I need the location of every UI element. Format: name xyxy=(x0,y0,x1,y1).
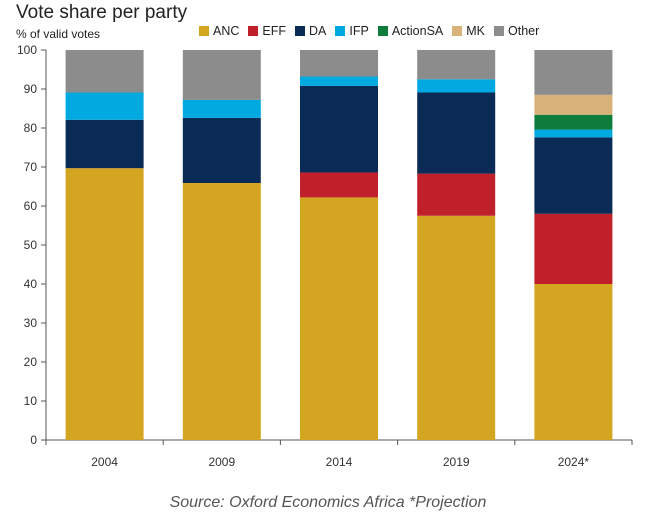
legend-item-anc: ANC xyxy=(199,24,239,38)
bar-da-2004 xyxy=(65,119,144,169)
y-tick-label: 100 xyxy=(17,43,37,57)
bar-eff-2014 xyxy=(300,172,378,198)
chart-title: Vote share per party xyxy=(16,2,188,23)
legend-item-actionsa: ActionSA xyxy=(377,24,444,38)
bar-eff-2024 xyxy=(534,213,613,284)
y-tick-label: 40 xyxy=(24,277,38,291)
x-tick-label: 2004 xyxy=(91,455,118,469)
source-note: Source: Oxford Economics Africa *Project… xyxy=(169,494,487,511)
y-tick-label: 30 xyxy=(24,316,38,330)
legend-swatch xyxy=(248,26,259,36)
legend-label: ActionSA xyxy=(391,24,444,38)
bar-other-2024 xyxy=(534,50,613,95)
bar-other-2014 xyxy=(300,50,378,77)
legend-swatch xyxy=(295,26,306,36)
x-tick-label: 2009 xyxy=(208,455,235,469)
y-tick-label: 90 xyxy=(24,82,38,96)
legend-swatch xyxy=(452,26,463,36)
bar-ifp-2014 xyxy=(300,76,378,86)
bar-other-2004 xyxy=(65,50,144,93)
bar-mk-2024 xyxy=(534,94,613,115)
legend-swatch xyxy=(494,26,505,36)
bar-anc-2009 xyxy=(182,182,261,441)
legend-label: EFF xyxy=(262,24,287,38)
bar-anc-2004 xyxy=(65,168,144,441)
y-tick-label: 0 xyxy=(30,433,37,447)
legend-label: ANC xyxy=(213,24,240,38)
legend-label: Other xyxy=(508,24,540,38)
legend-swatch xyxy=(335,26,346,36)
x-tick-label: 2019 xyxy=(443,455,470,469)
bar-actionsa-2024 xyxy=(534,114,613,130)
bar-da-2009 xyxy=(182,117,261,183)
bar-other-2009 xyxy=(182,50,261,100)
bar-other-2019 xyxy=(417,50,496,80)
bar-ifp-2004 xyxy=(65,92,144,120)
bar-ifp-2019 xyxy=(417,79,496,93)
legend-item-other: Other xyxy=(494,24,539,38)
legend-item-eff: EFF xyxy=(248,24,286,38)
bar-ifp-2009 xyxy=(182,99,261,118)
legend-label: MK xyxy=(466,24,486,38)
legend-label: DA xyxy=(309,24,327,38)
bar-da-2024 xyxy=(534,137,613,214)
legend-item-da: DA xyxy=(295,24,326,38)
y-tick-label: 80 xyxy=(24,121,38,135)
y-axis-label: % of valid votes xyxy=(16,27,101,41)
y-tick-label: 60 xyxy=(24,199,38,213)
bar-eff-2019 xyxy=(417,173,496,216)
legend: ANC EFF DA IFP ActionSA MK Other xyxy=(199,24,548,38)
y-tick-label: 10 xyxy=(24,394,38,408)
legend-swatch xyxy=(199,26,209,36)
bar-da-2019 xyxy=(417,92,496,174)
y-tick-label: 70 xyxy=(24,160,38,174)
legend-swatch xyxy=(377,26,388,36)
y-tick-label: 20 xyxy=(24,355,38,369)
bar-da-2014 xyxy=(300,85,378,173)
legend-item-ifp: IFP xyxy=(335,24,369,38)
legend-label: IFP xyxy=(349,24,369,38)
y-tick-label: 50 xyxy=(24,238,38,252)
x-tick-label: 2014 xyxy=(326,455,353,469)
legend-item-mk: MK xyxy=(452,24,485,38)
x-tick-label: 2024* xyxy=(558,455,590,469)
bar-anc-2024 xyxy=(534,284,613,440)
bar-ifp-2024 xyxy=(534,129,613,138)
bar-anc-2014 xyxy=(300,197,378,440)
bar-anc-2019 xyxy=(417,215,496,440)
